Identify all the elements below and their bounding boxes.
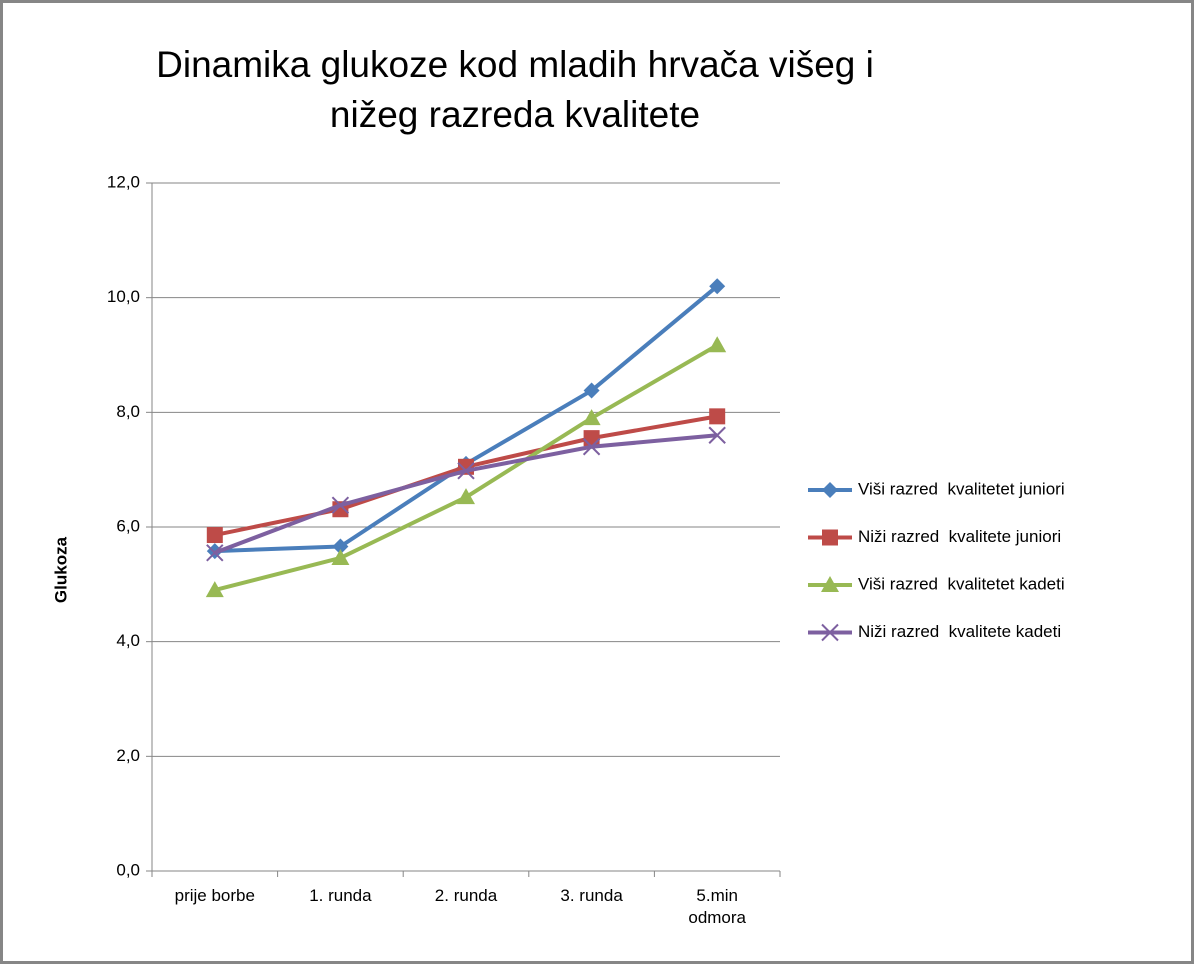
legend-label: Niži razred kvalitete kadeti (858, 622, 1061, 641)
x-tick-label: 5.min odmora (688, 886, 746, 927)
legend-label: Viši razred kvalitetet kadeti (858, 574, 1065, 593)
legend-marker (821, 576, 839, 592)
legend-marker (822, 529, 838, 546)
marker (332, 538, 349, 555)
legend-marker (821, 623, 839, 642)
marker (709, 278, 726, 295)
marker (206, 527, 223, 544)
legend-marker (822, 482, 838, 498)
x-tick-label: prije borbe (174, 886, 255, 905)
y-tick-label: 8,0 (116, 402, 140, 421)
legend-label: Viši razred kvalitetet juniori (858, 479, 1065, 498)
marker (331, 548, 350, 565)
x-tick-label: 3. runda (560, 886, 623, 905)
series-line (214, 284, 719, 554)
series-line (214, 414, 718, 537)
marker (331, 496, 350, 514)
marker (708, 426, 726, 444)
y-tick-label: 0,0 (116, 860, 140, 879)
y-axis-label: Glukoza (51, 536, 70, 603)
y-tick-label: 4,0 (116, 631, 140, 650)
x-tick-label: 1. runda (309, 886, 372, 905)
marker (457, 462, 475, 480)
marker (206, 544, 224, 562)
chart-title: Dinamika glukoze kod mladih hrvača višeg… (156, 44, 874, 135)
marker (457, 488, 475, 505)
y-tick-label: 2,0 (116, 746, 140, 765)
marker (583, 430, 600, 447)
marker (583, 382, 600, 399)
y-tick-label: 6,0 (116, 516, 140, 535)
y-tick-label: 12,0 (107, 172, 140, 191)
legend-label: Niži razred kvalitete juniori (858, 527, 1061, 546)
x-tick-label: 2. runda (434, 886, 498, 905)
marker (582, 409, 601, 426)
marker (708, 336, 727, 353)
y-tick-label: 10,0 (107, 287, 140, 306)
marker (709, 408, 726, 425)
marker (205, 581, 224, 598)
marker (582, 438, 601, 456)
